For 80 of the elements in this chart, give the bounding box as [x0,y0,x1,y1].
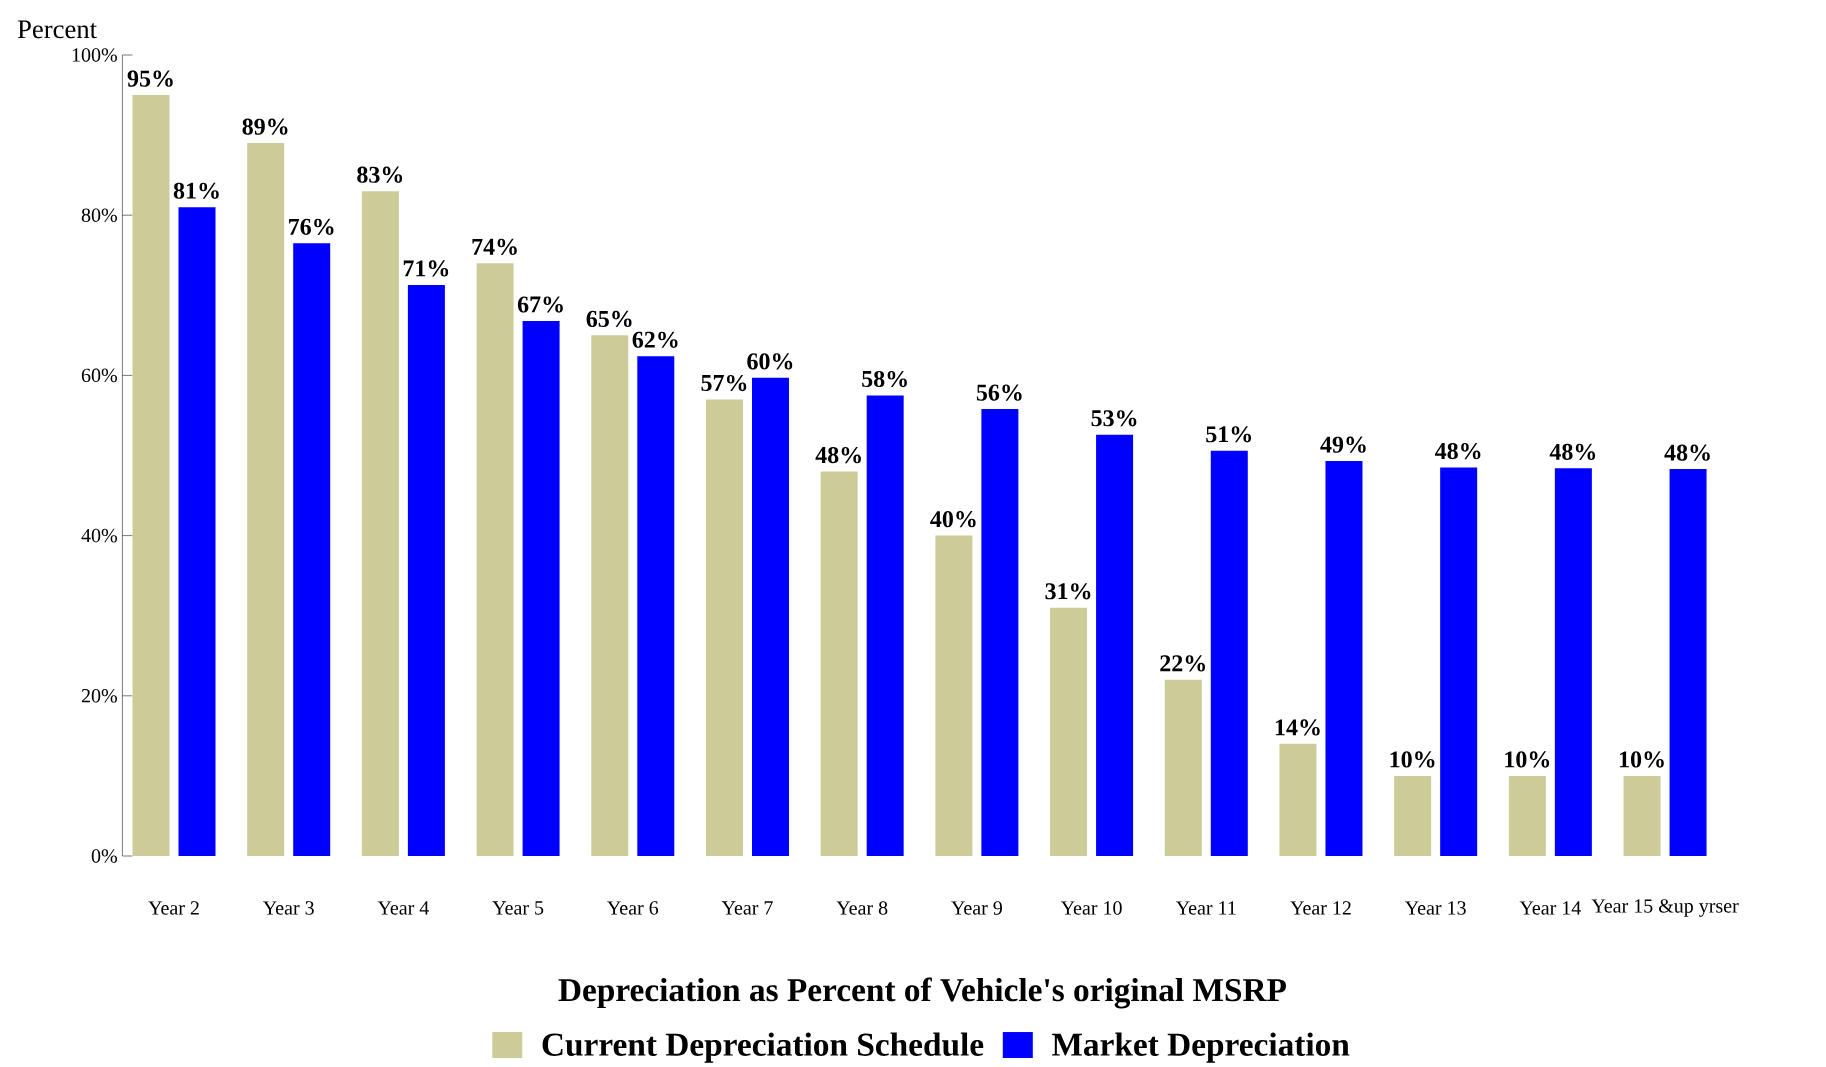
data-label: 74% [472,238,517,255]
data-label: 62% [632,331,678,348]
x-tick-label: Year 12 [1290,901,1351,915]
data-label: 83% [357,166,403,183]
bar [1096,434,1134,856]
x-tick-label: Year 8 [836,901,888,915]
bar [522,320,560,856]
y-tick-label: 60% [81,368,117,383]
bar [1554,468,1592,856]
bar [1210,450,1248,856]
bar [866,395,904,856]
data-label: 53% [1091,410,1137,427]
data-label: 60% [747,353,793,370]
x-tick-label: Year 4 [377,901,429,915]
bar [1279,743,1317,856]
bar [1394,775,1432,856]
bar [1623,775,1661,856]
x-tick-label: Year 2 [148,901,199,915]
legend-label: Market Depreciation [1052,1032,1350,1063]
bar [981,409,1019,856]
data-label: 58% [862,370,907,388]
x-tick-label: Year 14 [1519,901,1581,915]
data-label: 89% [242,118,288,135]
x-tick-label: Year 5 [492,901,544,915]
data-label: 22% [1160,655,1206,672]
data-label: 48% [1664,444,1710,461]
y-axis-title: Percent [17,20,97,39]
bar [591,335,629,856]
bar [361,191,399,856]
bar [1325,461,1363,856]
data-label: 57% [701,374,747,392]
bar [407,284,445,856]
data-label: 10% [1505,751,1550,768]
data-label: 14% [1275,719,1320,736]
bar [637,356,675,856]
x-tick-label: Year 3 [263,901,314,915]
x-tick-label: Year 7 [721,901,773,915]
bar [935,535,973,856]
data-label: 48% [1435,442,1481,460]
bar [132,95,170,856]
bar [1050,607,1088,856]
bar [1164,679,1202,856]
y-tick-label: 20% [81,689,117,703]
data-label: 40% [930,511,976,528]
bar [476,263,514,856]
x-tick-label: Year 13 [1404,901,1466,915]
data-label: 56% [976,384,1022,401]
data-label: 71% [403,260,449,277]
bar [293,243,331,856]
bar [1440,467,1478,856]
data-label: 67% [517,296,563,313]
data-label: 76% [289,218,334,235]
x-tick-label: Year 6 [607,901,659,915]
data-label: 10% [1390,751,1435,768]
x-tick-label: Year 15 &up yrser [1591,899,1739,917]
y-tick-label: 40% [81,528,117,543]
text: Depreciation as Percent of Vehicle's original MSRP [558,977,1286,1009]
data-label: 49% [1320,436,1366,453]
data-label: 48% [815,446,861,464]
data-label: 81% [173,182,219,199]
bar [705,399,743,856]
y-tick-label: 80% [81,208,117,222]
bar [751,377,789,856]
bar [247,143,285,856]
data-label: 31% [1045,583,1091,600]
data-label: 65% [586,310,632,328]
legend-label: Current Depreciation Schedule [542,1032,984,1063]
y-tick-label: 0% [91,849,117,863]
data-label: 95% [127,70,173,87]
bar [820,471,858,856]
data-label: 51% [1206,426,1252,443]
bar [178,207,216,856]
y-tick-label: 100% [72,48,117,62]
x-tick-label: Year 10 [1060,901,1122,915]
data-label: 10% [1619,751,1664,768]
x-tick-label: Year 11 [1175,901,1236,915]
data-label: 48% [1549,443,1596,461]
x-tick-label: Year 9 [951,901,1002,915]
bar [1508,775,1546,856]
bar [1669,469,1707,856]
